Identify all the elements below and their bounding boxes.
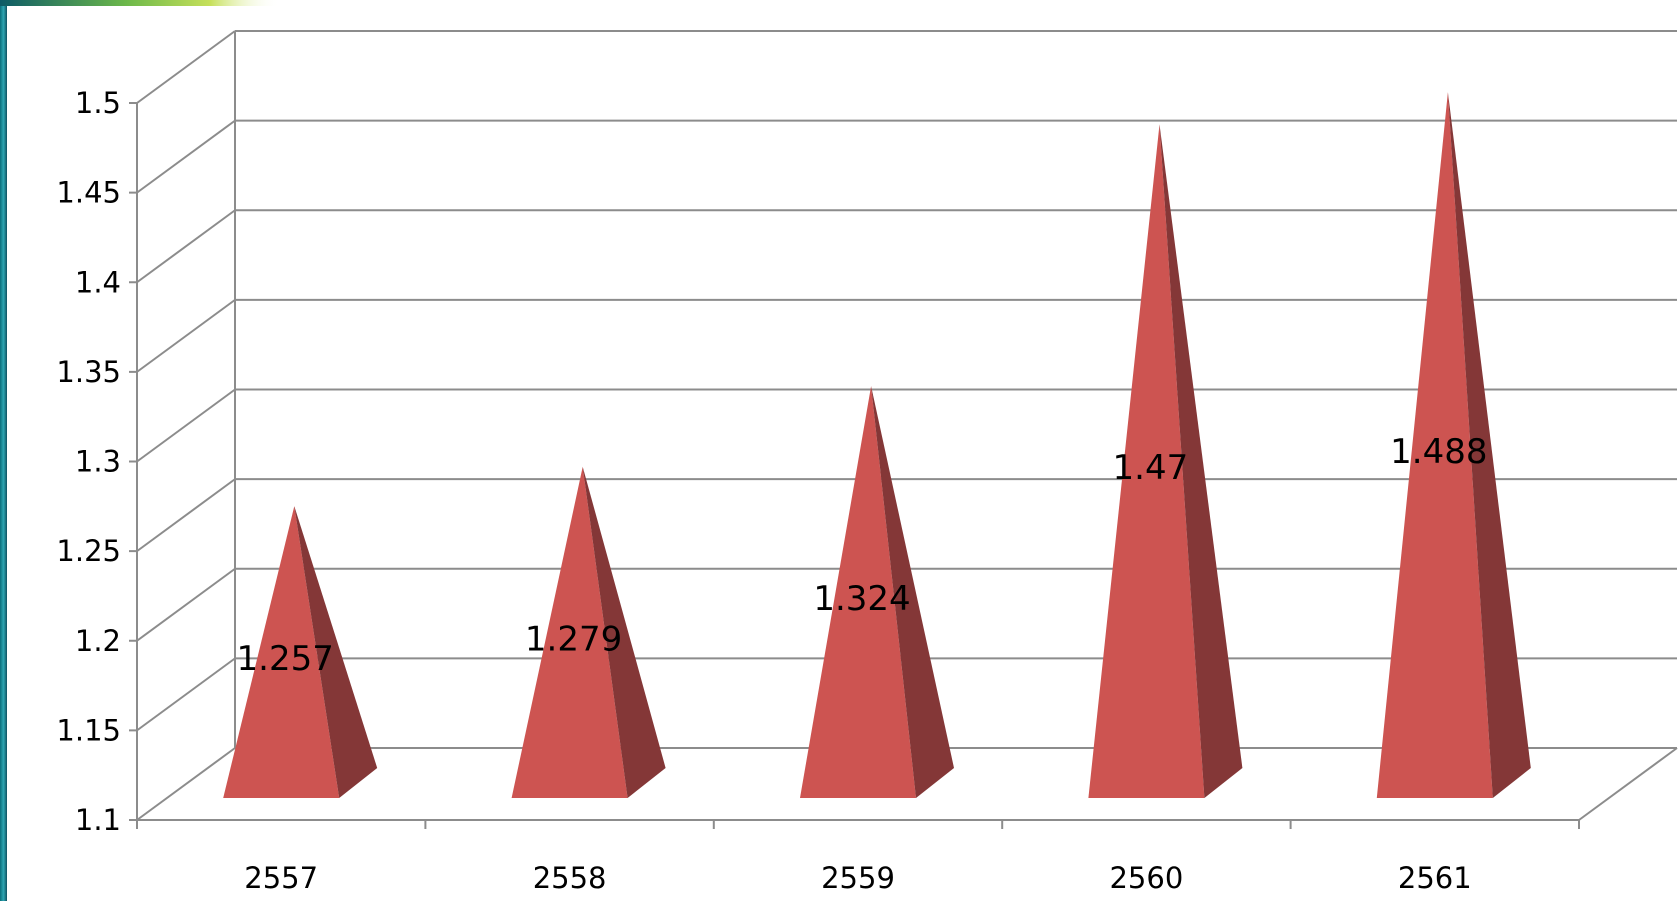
left-edge-decoration xyxy=(0,0,7,901)
data-label: 1.488 xyxy=(1390,432,1487,472)
pyramid-front-face xyxy=(1376,92,1493,799)
y-tick-label: 1.45 xyxy=(56,176,121,210)
pyramid-side-face xyxy=(1159,124,1243,798)
gridline-diagonal xyxy=(136,119,236,194)
pyramid-front-face xyxy=(1088,124,1205,798)
y-tick-label: 1.4 xyxy=(75,265,121,299)
data-label: 1.47 xyxy=(1113,448,1189,488)
pyramid-side-face xyxy=(294,506,378,798)
gridline-diagonal xyxy=(136,209,236,284)
labels: 1.1 1.15 1.2 1.25 1.3 1.35 1.4 1.45 1.5 2557 2558 2… xyxy=(56,86,1487,895)
x-tick-label: 2559 xyxy=(821,861,895,895)
gridline-diagonal xyxy=(136,299,236,373)
top-banner-decoration xyxy=(0,0,700,6)
pyramid-front-face xyxy=(223,506,340,798)
data-label: 1.324 xyxy=(813,579,910,619)
y-tick-label: 1.3 xyxy=(75,445,121,479)
data-label: 1.257 xyxy=(237,639,334,679)
x-tick-label: 2560 xyxy=(1109,861,1183,895)
x-tick-label: 2557 xyxy=(244,861,318,895)
y-tick-label: 1.1 xyxy=(75,803,121,837)
y-tick-label: 1.25 xyxy=(56,534,121,568)
y-tick-label: 1.5 xyxy=(75,86,121,120)
pyramid-side-face xyxy=(871,386,954,798)
y-tick-label: 1.15 xyxy=(56,713,121,747)
x-tick-label: 2561 xyxy=(1398,861,1472,895)
gridline-diagonal xyxy=(136,747,236,821)
axes xyxy=(129,102,1580,829)
gridline-diagonal xyxy=(136,567,236,642)
floor-edge xyxy=(1578,747,1678,821)
pyramid-side-face xyxy=(1447,92,1531,799)
pyramid-side-face xyxy=(582,466,666,798)
y-tick-label: 1.35 xyxy=(56,355,121,389)
gridline-diagonal xyxy=(136,388,236,463)
x-tick-label: 2558 xyxy=(533,861,607,895)
gridline-diagonal xyxy=(136,478,236,552)
gridline-diagonal xyxy=(136,30,236,104)
data-label: 1.279 xyxy=(525,619,622,659)
pyramids xyxy=(223,92,1531,799)
gridline-diagonal xyxy=(136,657,236,732)
pyramid-front-face xyxy=(800,386,916,798)
y-tick-label: 1.2 xyxy=(75,624,121,658)
pyramid-front-face xyxy=(511,466,628,798)
